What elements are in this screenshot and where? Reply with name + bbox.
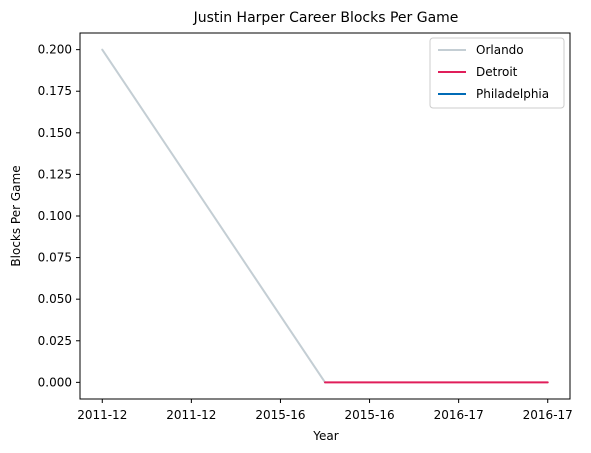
series-lines [101,48,549,384]
y-tick-label: 0.125 [38,167,72,181]
x-tick-label: 2016-17 [434,408,484,422]
x-tick-label: 2016-17 [523,408,573,422]
y-tick-label: 0.175 [38,84,72,98]
chart-title: Justin Harper Career Blocks Per Game [193,10,459,26]
x-tick-label: 2011-12 [77,408,127,422]
axes-frame [79,32,571,400]
y-tick-label: 0.025 [38,334,72,348]
y-tick-label: 0.100 [38,209,72,223]
y-tick-label: 0.000 [38,375,72,389]
y-tick-label: 0.075 [38,251,72,265]
legend: Orlando Detroit Philadelphia [429,37,565,109]
x-tick-label: 2015-16 [255,408,305,422]
series-line-orlando [101,48,326,384]
y-tick-label: 0.050 [38,292,72,306]
x-axis: 2011-12 2011-12 2015-16 2015-16 2016-17 2016-… [77,399,573,422]
x-tick-label: 2011-12 [166,408,216,422]
legend-entry: Detroit [476,65,518,79]
y-tick-label: 0.150 [38,126,72,140]
legend-entry: Philadelphia [476,87,549,101]
y-axis: 0.000 0.025 0.050 0.075 0.100 0.125 0.150 0.175… [38,43,80,389]
y-tick-label: 0.200 [38,43,72,57]
y-axis-label: Blocks Per Game [9,165,23,266]
x-axis-label: Year [312,429,338,443]
legend-entry: Orlando [476,43,524,57]
legend-box [429,37,565,109]
x-tick-label: 2015-16 [344,408,394,422]
